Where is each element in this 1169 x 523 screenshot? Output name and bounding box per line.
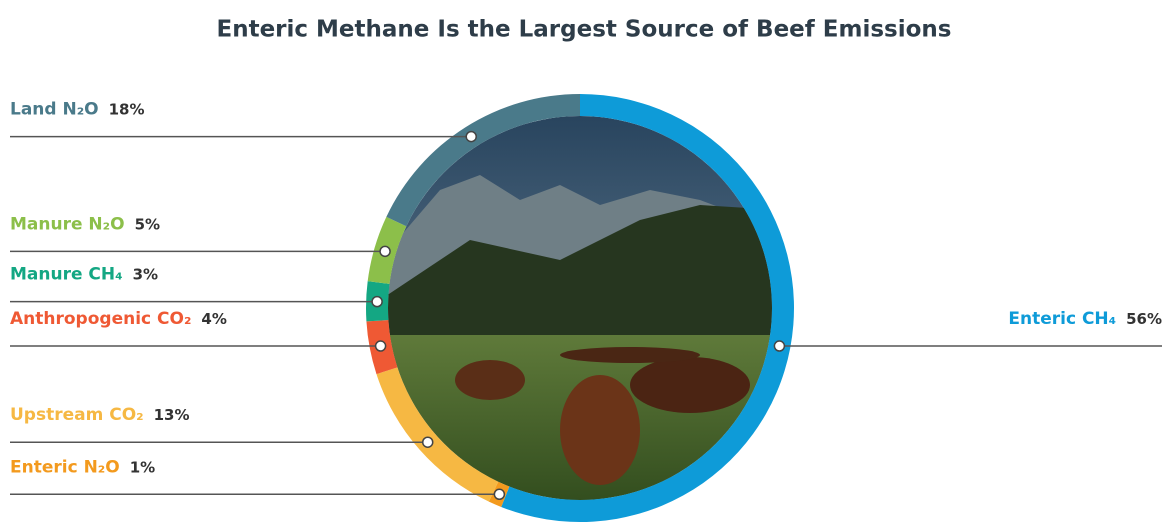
value-label: 3%: [133, 266, 158, 284]
leader-dot: [374, 340, 387, 352]
label: Anthropogenic CO₂ 4%: [10, 309, 227, 329]
donut-segment: [386, 94, 580, 227]
category-label: Enteric CH₄: [1008, 309, 1116, 329]
label: Enteric CH₄ 56%: [1008, 309, 1162, 329]
leader-dot: [773, 340, 786, 352]
leader-dot: [379, 245, 391, 258]
label: Manure CH₄ 3%: [10, 265, 158, 285]
photo: [388, 116, 772, 500]
value-label: 56%: [1126, 310, 1162, 328]
value-label: 18%: [109, 101, 145, 119]
category-label: Anthropogenic CO₂: [10, 309, 191, 329]
leader-dot: [465, 130, 477, 143]
label: Manure N₂O 5%: [10, 214, 160, 234]
label: Upstream CO₂ 13%: [10, 405, 190, 425]
category-label: Land N₂O: [10, 100, 99, 120]
label: Land N₂O 18%: [10, 100, 145, 120]
leader-dot: [421, 436, 434, 448]
value-label: 4%: [201, 310, 226, 328]
category-label: Manure N₂O: [10, 214, 125, 234]
value-label: 1%: [130, 458, 155, 476]
leader-dot: [371, 295, 383, 308]
category-label: Upstream CO₂: [10, 405, 144, 425]
label: Enteric N₂O 1%: [10, 457, 155, 477]
chart-title: Enteric Methane Is the Largest Source of…: [217, 17, 952, 43]
leader-dot: [493, 488, 506, 501]
category-label: Enteric N₂O: [10, 457, 120, 477]
value-label: 5%: [135, 215, 160, 233]
value-label: 13%: [154, 406, 190, 424]
category-label: Manure CH₄: [10, 265, 123, 285]
donut-segment: [376, 367, 499, 502]
